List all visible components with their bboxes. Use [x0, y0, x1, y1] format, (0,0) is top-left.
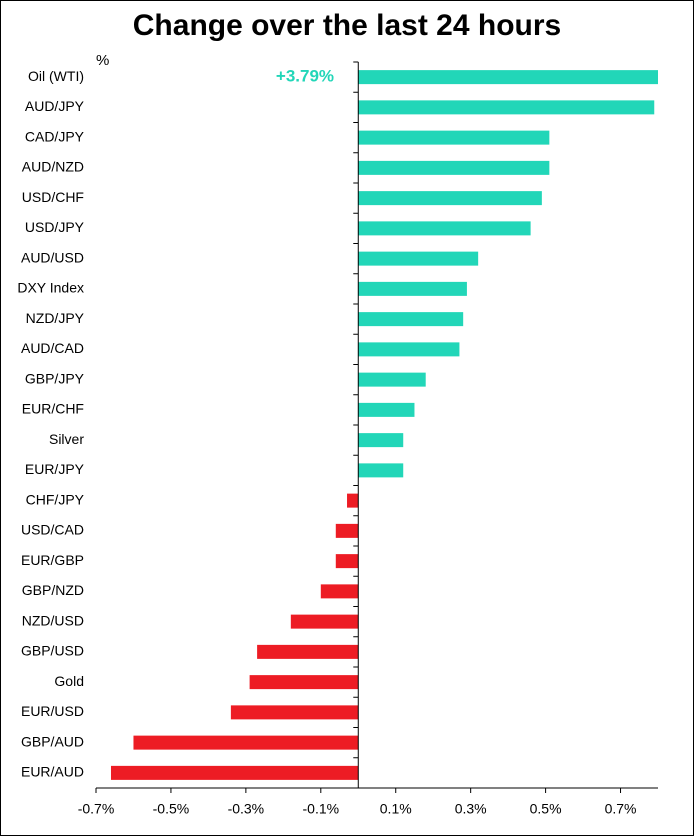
x-tick-label: 0.5% — [530, 801, 562, 817]
bar — [358, 100, 655, 115]
bar — [358, 281, 467, 296]
y-tick-label: AUD/NZD — [22, 159, 84, 175]
bar — [358, 130, 550, 145]
y-tick-label: EUR/USD — [21, 703, 84, 719]
bar — [358, 312, 464, 327]
y-tick-label: CHF/JPY — [26, 491, 85, 507]
y-tick-label: GBP/AUD — [21, 733, 84, 749]
bar — [358, 160, 550, 175]
x-tick-label: -0.5% — [153, 801, 190, 817]
y-tick-label: AUD/USD — [21, 249, 84, 265]
y-tick-label: EUR/GBP — [21, 552, 84, 568]
x-tick-label: -0.7% — [78, 801, 115, 817]
plot-area — [110, 70, 658, 780]
y-tick-label: EUR/JPY — [25, 461, 85, 477]
bar — [320, 584, 359, 599]
y-tick-label: GBP/NZD — [22, 582, 84, 598]
bar — [110, 765, 359, 780]
bar — [358, 191, 542, 206]
y-tick-label: GBP/USD — [21, 643, 84, 659]
bar — [249, 675, 359, 690]
bar — [358, 402, 415, 417]
bar — [335, 523, 359, 538]
bar — [358, 251, 479, 266]
x-tick-label: 0.1% — [380, 801, 412, 817]
x-tick-label: -0.3% — [228, 801, 265, 817]
y-tick-label: Oil (WTI) — [28, 68, 84, 84]
y-tick-label: NZD/JPY — [26, 310, 85, 326]
bar — [347, 493, 359, 508]
y-tick-label: USD/CAD — [21, 522, 84, 538]
bar — [133, 735, 359, 750]
value-label: +3.79% — [276, 67, 334, 86]
bar — [257, 644, 359, 659]
y-tick-label: Gold — [54, 673, 84, 689]
y-tick-label: USD/CHF — [22, 189, 84, 205]
y-tick-label: EUR/AUD — [21, 764, 84, 780]
y-tick-label: EUR/CHF — [22, 401, 84, 417]
x-tick-label: -0.1% — [303, 801, 340, 817]
y-tick-label: USD/JPY — [25, 219, 85, 235]
bar — [290, 614, 359, 629]
bar — [335, 554, 359, 569]
y-tick-label: DXY Index — [17, 280, 84, 296]
x-tick-label: 0.7% — [605, 801, 637, 817]
bar — [358, 342, 460, 357]
bar — [358, 372, 426, 387]
y-tick-label: GBP/JPY — [25, 370, 85, 386]
y-tick-label: Silver — [49, 431, 84, 447]
y-tick-label: AUD/JPY — [25, 98, 85, 114]
bar — [358, 221, 531, 236]
chart-title: Change over the last 24 hours — [133, 9, 561, 42]
bar — [358, 433, 404, 448]
bar — [358, 463, 404, 478]
y-tick-label: CAD/JPY — [25, 128, 85, 144]
bar — [358, 70, 658, 85]
y-tick-label: AUD/CAD — [21, 340, 84, 356]
y-tick-label: NZD/USD — [22, 612, 84, 628]
bar — [230, 705, 359, 720]
axis-label: % — [96, 52, 109, 69]
x-tick-label: 0.3% — [455, 801, 487, 817]
